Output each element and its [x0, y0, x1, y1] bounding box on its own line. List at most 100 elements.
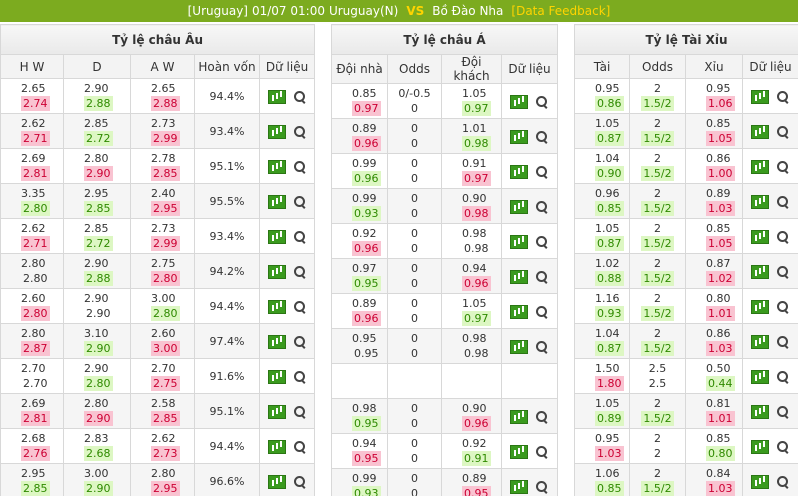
search-icon[interactable]: [293, 475, 307, 489]
empty-cell: [500, 363, 559, 399]
chart-icon[interactable]: [751, 334, 769, 349]
draw-odds: 2.90 2.80: [63, 358, 131, 394]
chart-icon[interactable]: [267, 299, 286, 314]
search-icon[interactable]: [535, 270, 549, 284]
home-win-odds: 2.60 2.80: [0, 288, 64, 324]
opening-odds: 1.05: [595, 222, 620, 235]
chart-icon[interactable]: [267, 264, 286, 279]
empty-cell: [387, 363, 442, 399]
chart-icon[interactable]: [267, 89, 286, 104]
search-icon[interactable]: [293, 160, 307, 174]
live-odds: 2.88: [84, 271, 113, 286]
chart-icon[interactable]: [267, 229, 286, 244]
chart-icon[interactable]: [267, 194, 286, 209]
search-icon[interactable]: [535, 340, 549, 354]
live-odds: 2.74: [21, 96, 50, 111]
chart-icon[interactable]: [751, 89, 769, 104]
chart-icon[interactable]: [751, 194, 769, 209]
search-icon[interactable]: [776, 195, 790, 209]
search-icon[interactable]: [535, 95, 549, 109]
chart-icon[interactable]: [510, 234, 528, 249]
live-odds: 2.5: [648, 377, 667, 390]
chart-icon[interactable]: [751, 404, 769, 419]
search-icon[interactable]: [776, 160, 790, 174]
live-odds: 0.98: [464, 347, 489, 360]
search-icon[interactable]: [776, 300, 790, 314]
chart-icon[interactable]: [267, 369, 286, 384]
live-odds: 0.44: [706, 376, 735, 391]
live-odds: 2.85: [21, 481, 50, 496]
chart-icon[interactable]: [510, 444, 528, 459]
search-icon[interactable]: [293, 230, 307, 244]
data-feedback-link[interactable]: [Data Feedback]: [511, 4, 611, 18]
europe-odds-table: Tỷ lệ châu Âu H W D A W Hoàn vốn Dữ liệu…: [0, 24, 316, 496]
search-icon[interactable]: [776, 440, 790, 454]
chart-icon[interactable]: [267, 474, 286, 489]
chart-icon[interactable]: [751, 299, 769, 314]
live-odds: 1.5/2: [641, 271, 674, 286]
search-icon[interactable]: [776, 335, 790, 349]
search-icon[interactable]: [293, 335, 307, 349]
home-win-odds: 2.69 2.81: [0, 393, 64, 429]
chart-icon[interactable]: [751, 124, 769, 139]
chart-icon[interactable]: [510, 199, 528, 214]
search-icon[interactable]: [776, 90, 790, 104]
search-icon[interactable]: [776, 265, 790, 279]
search-icon[interactable]: [293, 370, 307, 384]
asia-row: 0.94 0.95 0 0 0.92 0.91: [331, 433, 559, 469]
away-team-odds: 0.94 0.96: [441, 258, 502, 294]
search-icon[interactable]: [293, 125, 307, 139]
search-icon[interactable]: [776, 125, 790, 139]
opening-odds: 0: [411, 332, 418, 345]
chart-icon[interactable]: [267, 439, 286, 454]
vs-label: VS: [406, 4, 425, 18]
live-odds: 2.87: [21, 341, 50, 356]
search-icon[interactable]: [535, 410, 549, 424]
search-icon[interactable]: [535, 130, 549, 144]
chart-icon[interactable]: [510, 164, 528, 179]
search-icon[interactable]: [293, 405, 307, 419]
draw-odds: 2.80 2.90: [63, 393, 131, 429]
live-odds: 1.80: [595, 376, 624, 391]
chart-icon[interactable]: [751, 369, 769, 384]
search-icon[interactable]: [535, 235, 549, 249]
chart-icon[interactable]: [510, 129, 528, 144]
chart-icon[interactable]: [751, 229, 769, 244]
live-odds: 0: [411, 277, 418, 290]
chart-icon[interactable]: [267, 404, 286, 419]
search-icon[interactable]: [535, 445, 549, 459]
search-icon[interactable]: [535, 305, 549, 319]
chart-icon[interactable]: [510, 304, 528, 319]
search-icon[interactable]: [293, 90, 307, 104]
search-icon[interactable]: [776, 370, 790, 384]
col-payout: Hoàn vốn: [194, 54, 260, 79]
chart-icon[interactable]: [751, 264, 769, 279]
chart-icon[interactable]: [267, 334, 286, 349]
search-icon[interactable]: [293, 440, 307, 454]
live-odds: 0.87: [595, 236, 624, 251]
chart-icon[interactable]: [751, 439, 769, 454]
chart-icon[interactable]: [751, 159, 769, 174]
search-icon[interactable]: [535, 165, 549, 179]
search-icon[interactable]: [776, 405, 790, 419]
search-icon[interactable]: [535, 200, 549, 214]
opening-odds: 0.89: [706, 187, 731, 200]
chart-icon[interactable]: [267, 124, 286, 139]
search-icon[interactable]: [293, 300, 307, 314]
search-icon[interactable]: [535, 480, 549, 494]
away-win-odds: 2.58 2.85: [130, 393, 195, 429]
data-tools: [500, 188, 559, 224]
chart-icon[interactable]: [510, 339, 528, 354]
search-icon[interactable]: [293, 195, 307, 209]
chart-icon[interactable]: [510, 269, 528, 284]
chart-icon[interactable]: [510, 94, 528, 109]
chart-icon[interactable]: [267, 159, 286, 174]
chart-icon[interactable]: [510, 479, 528, 494]
data-tools: [500, 398, 559, 434]
search-icon[interactable]: [776, 230, 790, 244]
search-icon[interactable]: [293, 265, 307, 279]
chart-icon[interactable]: [751, 474, 769, 489]
search-icon[interactable]: [776, 475, 790, 489]
chart-icon[interactable]: [510, 409, 528, 424]
